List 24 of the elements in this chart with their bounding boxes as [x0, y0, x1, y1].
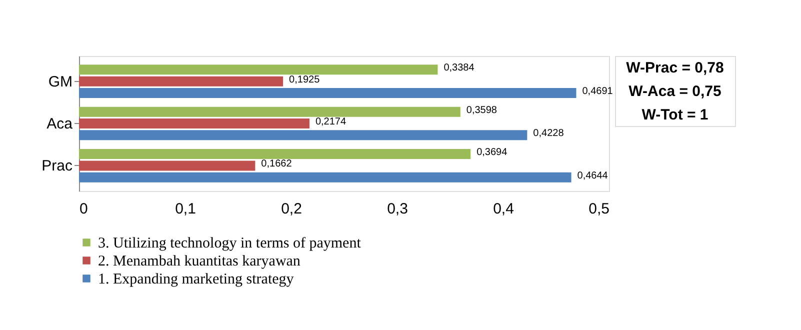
data-label: 0,3694: [476, 147, 508, 158]
data-label: 0,4691: [582, 86, 614, 97]
data-label: 0,4228: [533, 128, 564, 140]
y-tick-label: Aca: [46, 116, 74, 132]
text: W-Aca = 0,75: [628, 83, 722, 100]
y-tick-label: Prac: [42, 158, 73, 175]
x-tick-label: 0,3: [387, 200, 408, 218]
x-tick-label: 0,5: [588, 200, 610, 218]
x-tick-label: 0,4: [493, 200, 514, 218]
text: W-Prac = 0,78: [626, 60, 724, 77]
legend-label: 3. Utilizing technology in terms of payment: [98, 236, 362, 252]
x-tick-label: 0: [80, 200, 88, 218]
data-label: 0,1925: [289, 74, 320, 86]
data-label: 0,3598: [466, 104, 498, 116]
x-tick-label: 0,2: [281, 200, 302, 218]
data-label: 0,2174: [315, 116, 346, 128]
y-tick-label: GM: [48, 73, 72, 90]
data-label: 0,1662: [261, 158, 292, 170]
legend-label: 1. Expanding marketing strategy: [98, 272, 294, 288]
legend-label: 2. Menambah kuantitas karyawan: [98, 254, 301, 270]
data-label: 0,3384: [444, 62, 475, 74]
data-label: 0,4644: [577, 170, 608, 182]
x-tick-label: 0,1: [175, 200, 196, 218]
text: W-Tot = 1: [642, 106, 708, 124]
